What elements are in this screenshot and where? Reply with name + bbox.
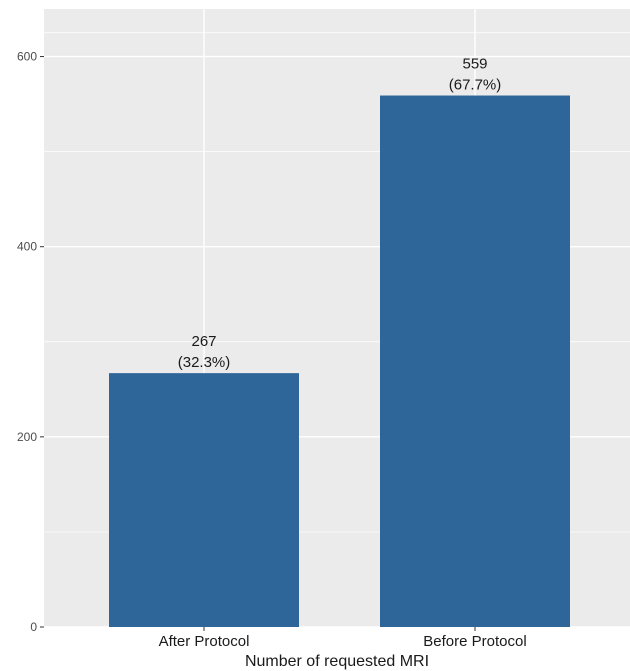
bars: [109, 95, 570, 627]
x-tick-label: After Protocol: [159, 633, 250, 650]
x-axis: After Protocol Before Protocol: [159, 627, 527, 650]
x-tick-label: Before Protocol: [423, 633, 526, 650]
y-tick-label: 400: [17, 240, 37, 254]
bar-percent-label: (67.7%): [449, 77, 502, 94]
x-axis-title: Number of requested MRI: [245, 653, 429, 670]
bar-value-label: 559: [462, 56, 487, 73]
y-tick-label: 0: [30, 620, 37, 634]
y-tick-label: 200: [17, 430, 37, 444]
data-labels: 267 (32.3%) 559 (67.7%): [178, 56, 502, 372]
bar: [380, 95, 570, 627]
y-tick-label: 600: [17, 50, 37, 64]
bar-value-label: 267: [191, 333, 216, 350]
y-axis: 0 200 400 600: [17, 50, 44, 634]
bar-percent-label: (32.3%): [178, 354, 231, 371]
bar: [109, 373, 299, 627]
